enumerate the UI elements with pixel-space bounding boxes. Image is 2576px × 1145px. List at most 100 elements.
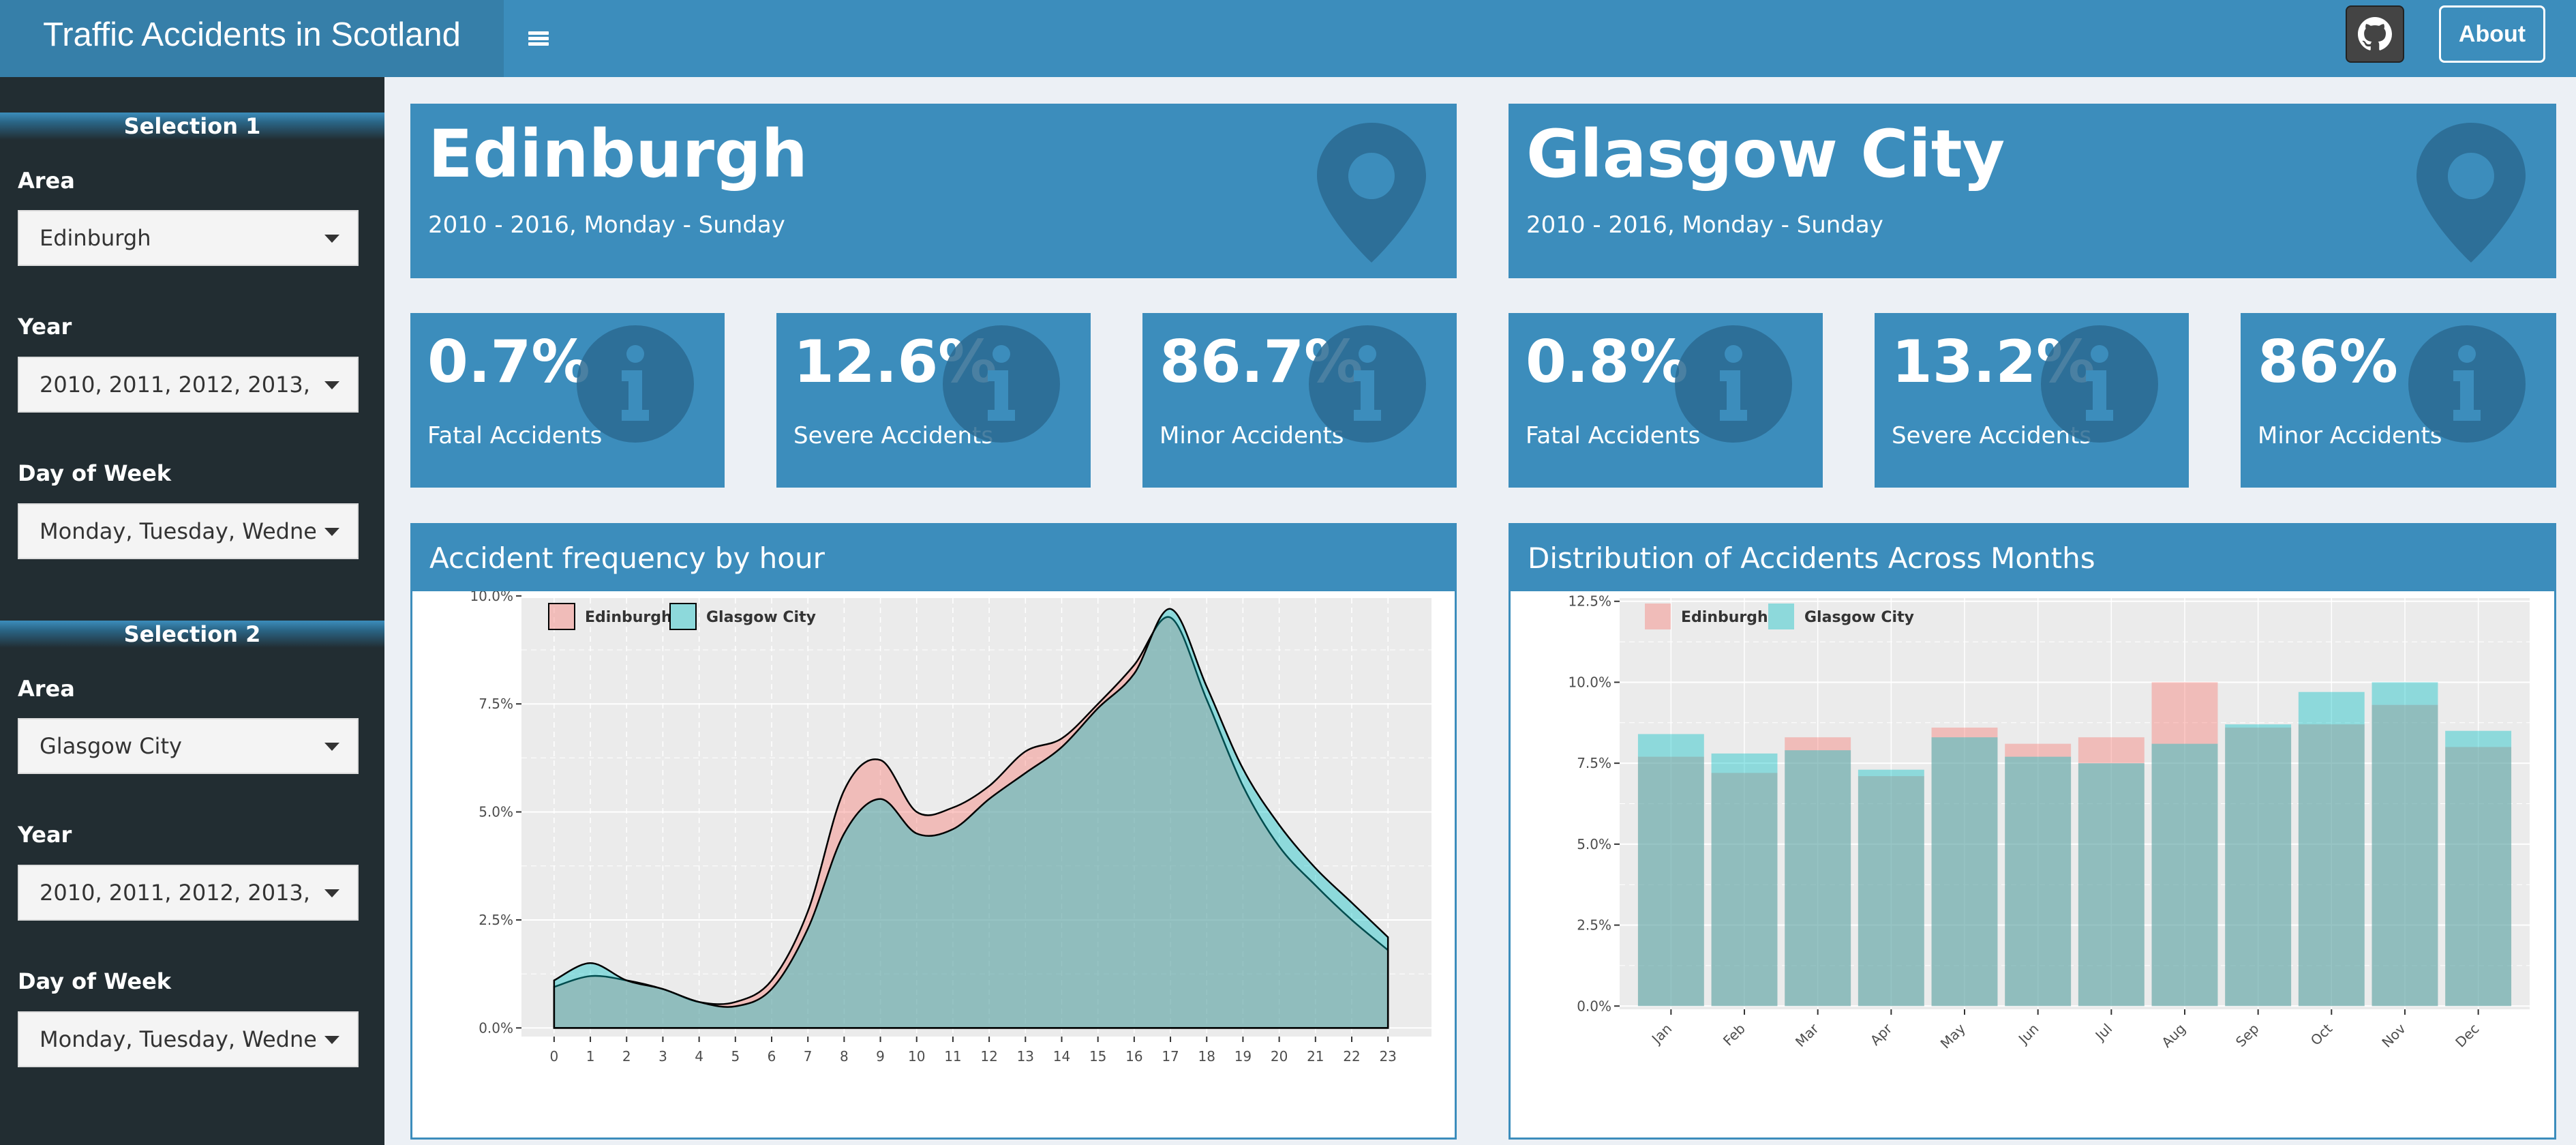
github-button[interactable] [2346, 5, 2404, 63]
monthly-chart-panel: Distribution of Accidents Across Months … [1509, 523, 2556, 1140]
x-tick-label: Nov [2378, 1020, 2409, 1051]
x-tick-label: 23 [1379, 1048, 1396, 1065]
bar-glasgow [2078, 763, 2145, 1007]
selection-1-header: Selection 1 [0, 113, 384, 140]
bar-glasgow [2372, 682, 2438, 1007]
plot-background [521, 598, 1431, 1037]
x-tick-label: 21 [1307, 1048, 1324, 1065]
bar-edinburgh [1785, 737, 1851, 1007]
year-select-2[interactable]: 2010, 2011, 2012, 2013, 2014 [18, 865, 359, 921]
about-button[interactable]: About [2439, 5, 2545, 63]
stat-label: Fatal Accidents [1526, 422, 1701, 449]
legend-key-glasgow [1768, 604, 1794, 629]
area-select-1-value: Edinburgh [40, 225, 151, 251]
bar-edinburgh [2225, 727, 2292, 1007]
map-marker-icon [1317, 123, 1426, 263]
stat-box-fatal-right: 0.8% Fatal Accidents [1509, 313, 1823, 488]
legend-label-glasgow: Glasgow City [1804, 609, 1914, 626]
hourly-density-chart: 0.0%2.5%5.0%7.5%10.0% 0 1 2 3 4 5 6 7 8 9 10 11 12 13… [470, 591, 1431, 1065]
x-tick-label: 1 [586, 1048, 595, 1065]
year-select-1[interactable]: 2010, 2011, 2012, 2013, 2014 [18, 357, 359, 413]
bar-glasgow [2225, 724, 2292, 1007]
bar-edinburgh [1858, 776, 1924, 1007]
x-tick-label: 4 [695, 1048, 703, 1065]
legend-key-edinburgh [548, 603, 575, 630]
x-tick-label: Jun [2014, 1020, 2042, 1047]
y-tick-label: 0.0% [479, 1020, 513, 1036]
dow-select-1[interactable]: Monday, Tuesday, Wednesday [18, 503, 359, 559]
x-tick-label: 15 [1089, 1048, 1106, 1065]
legend-key-edinburgh [1645, 604, 1671, 629]
legend-label-edinburgh: Edinburgh [585, 609, 672, 626]
year-select-1-value: 2010, 2011, 2012, 2013, 2014 [40, 372, 316, 398]
x-tick-label: 19 [1234, 1048, 1252, 1065]
dow-select-1-value: Monday, Tuesday, Wednesday [40, 518, 316, 544]
caret-down-icon [324, 528, 339, 536]
dow-select-2[interactable]: Monday, Tuesday, Wednesday [18, 1011, 359, 1067]
stat-box-severe-left: 12.6% Severe Accidents [776, 313, 1091, 488]
bar-glasgow [2445, 730, 2512, 1007]
x-tick-label: Aug [2158, 1020, 2189, 1051]
x-tick-label: 6 [768, 1048, 776, 1065]
bar-edinburgh [1637, 756, 1704, 1007]
area-select-2-value: Glasgow City [40, 733, 182, 759]
bar-edinburgh [2298, 724, 2365, 1007]
info-icon [1309, 325, 1426, 443]
bar-edinburgh [2151, 682, 2218, 1007]
chart-legend: Edinburgh Glasgow City [1645, 604, 1914, 629]
bar-glasgow [2298, 692, 2365, 1007]
caret-down-icon [324, 235, 339, 243]
x-tick-label: 2 [622, 1048, 631, 1065]
app-title: Traffic Accidents in Scotland [0, 0, 504, 77]
y-tick-label: 7.5% [1577, 755, 1611, 771]
bar-edinburgh [2372, 704, 2438, 1007]
bar-edinburgh [1931, 727, 1998, 1007]
stat-box-minor-left: 86.7% Minor Accidents [1142, 313, 1457, 488]
dow-select-2-value: Monday, Tuesday, Wednesday [40, 1026, 316, 1052]
bar-glasgow [1711, 753, 1778, 1007]
stat-box-minor-right: 86% Minor Accidents [2241, 313, 2556, 488]
hamburger-menu-icon[interactable] [504, 0, 573, 77]
series-area-glasgow [553, 608, 1389, 1029]
year-label-2: Year [18, 822, 72, 848]
area-select-2[interactable]: Glasgow City [18, 718, 359, 774]
caret-down-icon [324, 1036, 339, 1044]
stat-value: 86% [2258, 328, 2398, 396]
x-tick-label: 13 [1017, 1048, 1034, 1065]
x-tick-label: May [1937, 1020, 1969, 1052]
x-tick-label: 8 [840, 1048, 849, 1065]
hourly-chart-panel: Accident frequency by hour 0.0% 2.5% 5.0% 7… [410, 523, 1457, 1140]
stat-label: Minor Accidents [1160, 422, 1344, 449]
x-tick-label: Feb [1720, 1020, 1748, 1049]
caret-down-icon [324, 889, 339, 897]
x-tick-label: 18 [1198, 1048, 1215, 1065]
stat-box-fatal-left: 0.7% Fatal Accidents [410, 313, 725, 488]
legend-label-edinburgh: Edinburgh [1681, 609, 1768, 626]
top-navbar: Traffic Accidents in Scotland About [0, 0, 2576, 77]
area-title-box-right: Glasgow City 2010 - 2016, Monday - Sunda… [1509, 104, 2556, 278]
github-icon [2358, 17, 2392, 50]
y-tick-label: 7.5% [479, 696, 513, 712]
x-tick-label: 12 [980, 1048, 997, 1065]
caret-down-icon [324, 743, 339, 751]
sidebar: Selection 1 Area Edinburgh Year 2010, 20… [0, 77, 384, 1145]
bar-glasgow [1858, 769, 1924, 1007]
chart-legend: Edinburgh Glasgow City [548, 603, 816, 630]
legend-label-glasgow: Glasgow City [706, 609, 816, 626]
bar-glasgow [2151, 743, 2218, 1007]
bar-edinburgh [2078, 737, 2145, 1007]
y-tick-label: 0.0% [1577, 998, 1611, 1014]
stat-box-severe-right: 13.2% Severe Accidents [1875, 313, 2189, 488]
info-icon [2041, 325, 2158, 443]
x-tick-label: Oct [2307, 1020, 2336, 1049]
y-tick-label: 5.0% [1577, 836, 1611, 852]
hourly-chart-title: Accident frequency by hour [412, 525, 1455, 591]
area-label-1: Area [18, 168, 75, 194]
x-tick-label: 14 [1053, 1048, 1070, 1065]
x-tick-label: Dec [2452, 1020, 2482, 1050]
y-tick-label: 2.5% [479, 912, 513, 928]
map-marker-icon [2416, 123, 2526, 263]
year-select-2-value: 2010, 2011, 2012, 2013, 2014 [40, 880, 316, 906]
area-title-box-left: Edinburgh 2010 - 2016, Monday - Sunday [410, 104, 1457, 278]
area-select-1[interactable]: Edinburgh [18, 210, 359, 266]
